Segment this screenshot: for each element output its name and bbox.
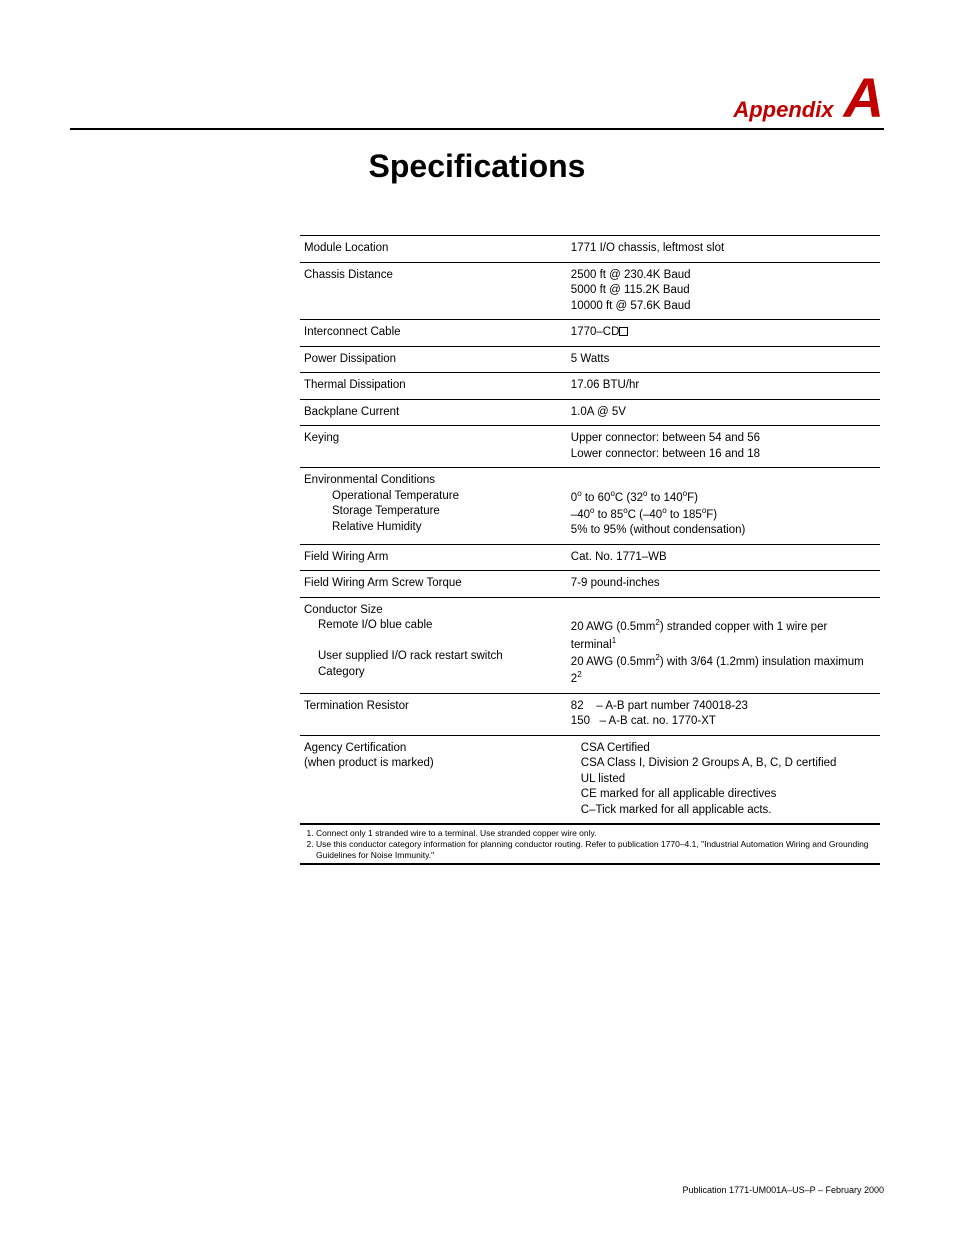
table-row: Field Wiring Arm Screw Torque7-9 pound-i… <box>300 571 880 598</box>
spec-value: 1.0A @ 5V <box>567 399 880 426</box>
spec-label: Keying <box>300 426 567 468</box>
table-row: KeyingUpper connector: between 54 and 56… <box>300 426 880 468</box>
spec-label: Interconnect Cable <box>300 320 567 347</box>
appendix-letter: A <box>844 70 884 126</box>
table-row: Termination Resistor82 – A-B part number… <box>300 693 880 735</box>
spec-value: 20 AWG (0.5mm2) stranded copper with 1 w… <box>567 597 880 693</box>
spec-label: Module Location <box>300 236 567 263</box>
spec-table: Module Location1771 I/O chassis, leftmos… <box>300 235 880 824</box>
spec-label: Thermal Dissipation <box>300 373 567 400</box>
spec-value: 17.06 BTU/hr <box>567 373 880 400</box>
spec-value: 5 Watts <box>567 346 880 373</box>
table-row: Environmental ConditionsOperational Temp… <box>300 468 880 545</box>
table-row: Thermal Dissipation17.06 BTU/hr <box>300 373 880 400</box>
spec-label: Environmental ConditionsOperational Temp… <box>300 468 567 545</box>
table-row: Conductor SizeRemote I/O blue cableUser … <box>300 597 880 693</box>
publication-footer: Publication 1771-UM001A–US–P – February … <box>683 1185 884 1195</box>
spec-value: 2500 ft @ 230.4K Baud5000 ft @ 115.2K Ba… <box>567 262 880 320</box>
spec-label: Conductor SizeRemote I/O blue cableUser … <box>300 597 567 693</box>
spec-label: Power Dissipation <box>300 346 567 373</box>
spec-value: Cat. No. 1771–WB <box>567 544 880 571</box>
spec-label: Field Wiring Arm Screw Torque <box>300 571 567 598</box>
table-row: Power Dissipation5 Watts <box>300 346 880 373</box>
page-title: Specifications <box>70 148 884 185</box>
spec-value: 7-9 pound-inches <box>567 571 880 598</box>
spec-label: Agency Certification(when product is mar… <box>300 735 567 824</box>
spec-value: 82 – A-B part number 740018-23150 – A-B … <box>567 693 880 735</box>
table-row: Field Wiring ArmCat. No. 1771–WB <box>300 544 880 571</box>
spec-value: Upper connector: between 54 and 56Lower … <box>567 426 880 468</box>
spec-table-wrapper: Module Location1771 I/O chassis, leftmos… <box>300 235 880 865</box>
spec-label: Field Wiring Arm <box>300 544 567 571</box>
spec-value: CSA CertifiedCSA Class I, Division 2 Gro… <box>567 735 880 824</box>
header-rule: Appendix A <box>70 80 884 130</box>
spec-label: Termination Resistor <box>300 693 567 735</box>
table-row: Backplane Current1.0A @ 5V <box>300 399 880 426</box>
table-row: Interconnect Cable1770–CD <box>300 320 880 347</box>
table-row: Agency Certification(when product is mar… <box>300 735 880 824</box>
spec-value: 0o to 60oC (32o to 140oF)–40o to 85oC (–… <box>567 468 880 545</box>
table-row: Module Location1771 I/O chassis, leftmos… <box>300 236 880 263</box>
spec-label: Backplane Current <box>300 399 567 426</box>
spec-value: 1771 I/O chassis, leftmost slot <box>567 236 880 263</box>
appendix-label: Appendix A <box>733 70 884 126</box>
footnote-item: Connect only 1 stranded wire to a termin… <box>316 828 880 839</box>
spec-value: 1770–CD <box>567 320 880 347</box>
table-row: Chassis Distance2500 ft @ 230.4K Baud500… <box>300 262 880 320</box>
spec-label: Chassis Distance <box>300 262 567 320</box>
footnote-item: Use this conductor category information … <box>316 839 880 860</box>
appendix-word: Appendix <box>733 97 833 123</box>
footnotes: Connect only 1 stranded wire to a termin… <box>300 824 880 865</box>
